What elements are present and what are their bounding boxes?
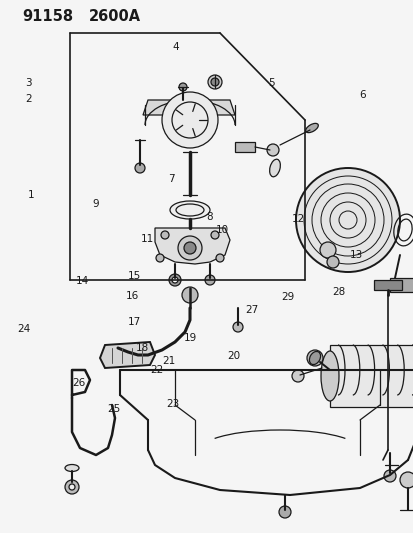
Circle shape	[204, 275, 214, 285]
Circle shape	[178, 83, 187, 91]
Circle shape	[135, 163, 145, 173]
Circle shape	[211, 231, 218, 239]
Text: 26: 26	[72, 378, 85, 387]
Text: 20: 20	[227, 351, 240, 361]
Text: 7: 7	[168, 174, 175, 183]
Text: 24: 24	[17, 325, 31, 334]
Circle shape	[399, 472, 413, 488]
Text: 19: 19	[183, 334, 197, 343]
Text: 14: 14	[76, 277, 89, 286]
Ellipse shape	[170, 201, 209, 219]
Circle shape	[183, 242, 195, 254]
Polygon shape	[100, 342, 154, 368]
Text: 1: 1	[28, 190, 34, 199]
Polygon shape	[142, 100, 235, 115]
Text: 8: 8	[205, 213, 212, 222]
Text: 22: 22	[150, 366, 163, 375]
Text: 17: 17	[128, 318, 141, 327]
Circle shape	[319, 242, 335, 258]
Circle shape	[169, 274, 180, 286]
Circle shape	[326, 256, 338, 268]
Text: 23: 23	[166, 399, 179, 409]
Text: 2600A: 2600A	[89, 9, 141, 23]
Ellipse shape	[305, 123, 318, 133]
Text: 2: 2	[25, 94, 31, 103]
Text: 25: 25	[107, 405, 120, 414]
Text: 4: 4	[172, 42, 179, 52]
Circle shape	[211, 78, 218, 86]
Text: 29: 29	[280, 293, 294, 302]
Circle shape	[383, 470, 395, 482]
Text: 3: 3	[25, 78, 31, 87]
Ellipse shape	[65, 464, 79, 472]
Text: 10: 10	[216, 225, 229, 235]
Text: 21: 21	[162, 357, 175, 366]
Ellipse shape	[269, 159, 280, 177]
Circle shape	[161, 231, 169, 239]
Text: 27: 27	[244, 305, 258, 315]
Text: 11: 11	[140, 234, 153, 244]
Text: 9: 9	[92, 199, 98, 208]
Circle shape	[278, 506, 290, 518]
Text: 6: 6	[358, 90, 365, 100]
Text: 5: 5	[267, 78, 274, 87]
Circle shape	[178, 236, 202, 260]
Bar	[329, 345, 413, 407]
Circle shape	[295, 168, 399, 272]
Text: 28: 28	[331, 287, 344, 297]
Circle shape	[171, 277, 178, 283]
Bar	[389, 278, 413, 292]
Text: 91158: 91158	[22, 9, 74, 23]
Text: 15: 15	[128, 271, 141, 281]
Text: 13: 13	[349, 250, 362, 260]
Text: 12: 12	[291, 214, 304, 223]
Polygon shape	[154, 228, 230, 264]
Circle shape	[207, 75, 221, 89]
Circle shape	[291, 370, 303, 382]
Circle shape	[233, 322, 242, 332]
Circle shape	[266, 144, 278, 156]
Circle shape	[69, 484, 75, 490]
Ellipse shape	[309, 351, 320, 365]
Ellipse shape	[320, 351, 338, 401]
Circle shape	[156, 254, 164, 262]
Circle shape	[182, 287, 197, 303]
Circle shape	[306, 350, 322, 366]
Bar	[373, 280, 401, 290]
Text: 16: 16	[126, 291, 139, 301]
Bar	[235, 142, 254, 152]
Text: 18: 18	[136, 343, 149, 352]
Circle shape	[161, 92, 218, 148]
Circle shape	[216, 254, 223, 262]
Circle shape	[65, 480, 79, 494]
